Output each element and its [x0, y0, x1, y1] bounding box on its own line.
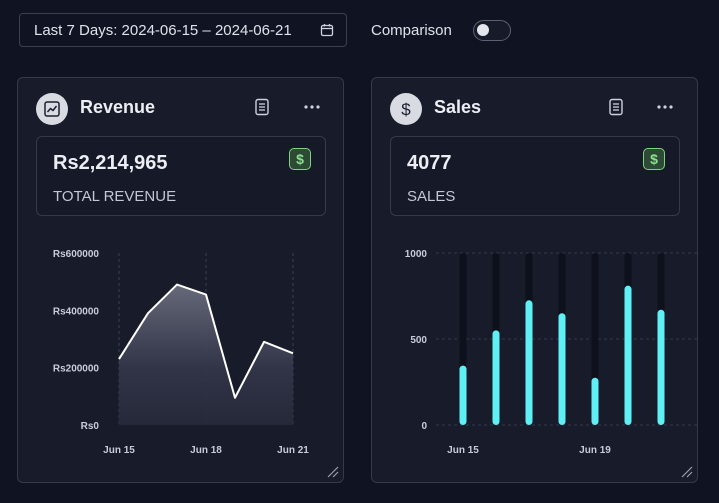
sales-count-value: 4077	[407, 152, 452, 174]
sales-bar-chart: 1000 500 0 Jun 15 Jun 19	[405, 249, 697, 456]
y-tick-label: Rs600000	[53, 249, 100, 260]
line-chart-icon	[36, 93, 68, 125]
y-tick-label: Rs400000	[53, 306, 100, 317]
calendar-icon	[320, 24, 334, 37]
y-tick-label: 500	[410, 335, 427, 346]
sales-card: $ Sales 4077 SALES $ 1000 500 0 Jun 15 Jun 1…	[371, 77, 698, 483]
svg-text:$: $	[296, 151, 304, 167]
x-tick-label: Jun 19	[579, 445, 611, 456]
more-options-icon[interactable]	[302, 98, 322, 116]
revenue-card-header: Revenue	[18, 78, 343, 134]
y-tick-label: 1000	[405, 249, 428, 260]
revenue-area-chart: Rs600000 Rs400000 Rs200000 Rs0 Jun 15 Jun 18 J…	[53, 249, 309, 456]
dollar-icon: $	[289, 148, 311, 170]
comparison-label: Comparison	[371, 22, 452, 39]
revenue-stat-box: Rs2,214,965 TOTAL REVENUE $	[36, 136, 326, 216]
sales-bar	[525, 300, 533, 425]
document-icon[interactable]	[254, 98, 270, 116]
total-revenue-value: Rs2,214,965	[53, 152, 168, 174]
svg-text:$: $	[401, 100, 411, 119]
dollar-circle-icon: $	[390, 93, 422, 125]
sales-title: Sales	[434, 97, 482, 117]
sales-bar	[591, 377, 599, 425]
sales-count-label: SALES	[407, 188, 456, 205]
revenue-area	[119, 284, 293, 425]
revenue-title: Revenue	[80, 97, 156, 117]
dollar-icon: $	[643, 148, 665, 170]
x-tick-label: Jun 21	[277, 445, 309, 456]
toggle-knob	[477, 24, 489, 36]
sales-bar	[657, 309, 665, 425]
resize-handle-icon[interactable]	[681, 466, 693, 478]
document-icon[interactable]	[608, 98, 624, 116]
total-revenue-label: TOTAL REVENUE	[53, 188, 177, 205]
revenue-line	[118, 283, 294, 399]
y-tick-label: Rs0	[81, 421, 100, 432]
resize-handle-icon[interactable]	[327, 466, 339, 478]
x-tick-label: Jun 18	[190, 445, 222, 456]
sales-bar	[558, 313, 566, 425]
svg-text:$: $	[650, 151, 658, 167]
comparison-toggle[interactable]	[473, 20, 511, 41]
date-range-picker[interactable]: Last 7 Days: 2024-06-15 – 2024-06-21	[19, 13, 347, 47]
revenue-card: Revenue Rs2,214,965 TOTAL REVENUE $ Rs60…	[17, 77, 344, 483]
sales-bar	[492, 330, 500, 425]
x-tick-label: Jun 15	[103, 445, 135, 456]
sales-card-header: $ Sales	[372, 78, 697, 134]
y-tick-label: 0	[421, 421, 427, 432]
sales-stat-box: 4077 SALES $	[390, 136, 680, 216]
sales-bar	[624, 285, 632, 425]
sales-bar	[459, 365, 467, 425]
date-range-label: Last 7 Days: 2024-06-15 – 2024-06-21	[34, 21, 292, 39]
y-tick-label: Rs200000	[53, 364, 100, 375]
more-options-icon[interactable]	[655, 98, 675, 116]
x-tick-label: Jun 15	[447, 445, 479, 456]
